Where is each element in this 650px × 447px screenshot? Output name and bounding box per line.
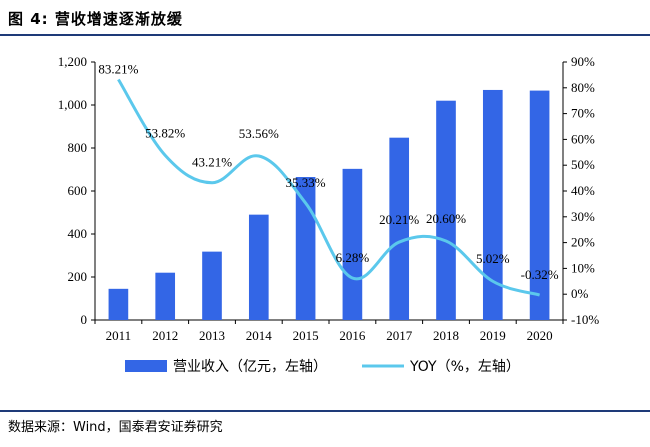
revenue-bar [436,100,456,320]
revenue-bar [295,177,316,320]
revenue-bar [108,288,129,320]
revenue-bar [482,89,503,320]
left-tick-label: 1,000 [58,97,87,112]
yoy-data-label: 20.21% [379,212,419,227]
right-tick-label: 50% [571,157,595,172]
x-tick-label: 2019 [480,328,506,343]
left-tick-label: 0 [81,312,88,327]
yoy-data-label: 43.21% [192,155,232,170]
revenue-bar [202,251,222,320]
right-tick-label: 80% [571,80,595,95]
right-tick-label: 10% [571,260,595,275]
x-tick-label: 2016 [339,328,366,343]
yoy-data-label: -0.32% [521,267,559,282]
revenue-bar [529,90,550,320]
x-tick-label: 2018 [433,328,459,343]
right-tick-label: 60% [571,131,595,146]
x-tick-label: 2012 [152,328,178,343]
left-tick-label: 800 [68,140,88,155]
x-tick-label: 2020 [527,328,553,343]
right-tick-label: -10% [571,312,599,327]
x-tick-label: 2014 [246,328,273,343]
x-tick-label: 2015 [293,328,319,343]
left-tick-label: 600 [68,183,88,198]
x-tick-label: 2011 [106,328,132,343]
revenue-bar [389,137,410,320]
left-tick-label: 400 [68,226,88,241]
source-note: 数据来源：Wind，国泰君安证券研究 [8,420,223,435]
yoy-data-label: 20.60% [426,211,466,226]
yoy-data-label: 35.33% [286,175,326,190]
yoy-line [117,78,541,297]
revenue-bar [155,272,176,320]
revenue-bar [342,168,363,320]
right-tick-label: 90% [571,54,595,69]
right-tick-label: 40% [571,183,595,198]
bottom-divider [0,410,650,412]
combo-chart: 83.21% 53.82% 43.21% 53.56% 35.33% 6.28% 20.21… [58,54,600,375]
left-tick-label: 200 [68,269,88,284]
figure-title: 图 4: 营收增速逐渐放缓 [8,10,183,28]
right-tick-label: 30% [571,209,595,224]
top-divider [0,34,650,36]
yoy-data-label: 6.28% [336,250,370,265]
legend-label-revenue: 营业收入（亿元，左轴） [173,359,327,375]
legend-swatch-revenue [125,360,167,372]
legend-label-yoy: YOY（%，左轴） [409,359,520,375]
yoy-data-label: 53.82% [145,125,185,140]
yoy-data-label: 5.02% [476,251,510,266]
x-tick-label: 2013 [199,328,225,343]
right-tick-label: 0% [571,286,589,301]
revenue-bar [248,214,269,320]
yoy-data-label: 83.21% [98,62,138,77]
left-tick-label: 1,200 [58,54,87,69]
yoy-data-label: 53.56% [239,126,279,141]
right-tick-label: 70% [571,106,595,121]
right-tick-label: 20% [571,235,595,250]
x-tick-label: 2017 [386,328,413,343]
